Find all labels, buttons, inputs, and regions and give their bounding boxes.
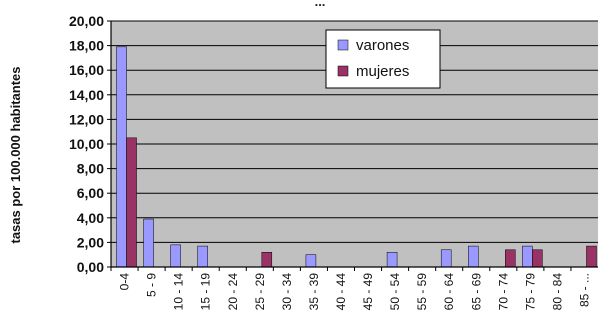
legend-swatch-mujeres [337, 65, 349, 77]
y-tick-label: 6,00 [77, 185, 104, 201]
x-tick-label: 55 - 59 [415, 273, 429, 311]
bar-mujeres-17 [586, 245, 597, 268]
bar-varones-0 [116, 46, 127, 268]
x-axis-ticks: 0-4 5 - 9 10 - 14 15 - 19 20 - 24 25 - 29 30 -… [110, 267, 591, 311]
legend-label-mujeres: mujeres [356, 63, 409, 80]
y-tick-label: 16,00 [69, 62, 104, 78]
x-tick-label: 80 - 84 [550, 273, 564, 311]
y-tick-label: 14,00 [69, 87, 104, 103]
bar-varones-2 [170, 244, 181, 268]
bar-mujeres-5 [261, 251, 273, 268]
x-tick-label: 20 - 24 [226, 273, 240, 311]
x-tick-label: 15 - 19 [199, 273, 213, 311]
x-tick-label: 35 - 39 [307, 273, 321, 311]
x-tick-label: 60 - 64 [442, 273, 456, 311]
y-tick-label: 4,00 [77, 210, 104, 226]
y-axis-label: tasas por 100.000 habitantes [8, 66, 23, 243]
y-tick-label: 8,00 [77, 161, 104, 177]
x-tick-label: 75 - 79 [523, 273, 537, 311]
legend: varones mujeres [325, 29, 441, 89]
x-tick-label: 50 - 54 [388, 273, 402, 311]
x-tick-label: 85 - ... [577, 273, 591, 307]
bar-varones-1 [143, 218, 154, 268]
chart-title: ... [315, 0, 326, 9]
bar-varones-3 [197, 245, 208, 268]
x-tick-label: 5 - 9 [145, 273, 159, 297]
y-axis-ticks: 0,00 2,00 4,00 6,00 8,00 10,00 12,00 14,00 16,00… [69, 13, 111, 275]
bar-varones-12 [440, 249, 452, 268]
y-tick-label: 12,00 [69, 111, 104, 127]
y-tick-label: 20,00 [69, 13, 104, 29]
bar-varones-13 [468, 245, 479, 268]
y-tick-label: 0,00 [77, 259, 104, 275]
x-tick-label: 45 - 49 [361, 273, 375, 311]
legend-label-varones: varones [356, 37, 409, 54]
y-tick-label: 18,00 [69, 38, 104, 54]
x-tick-label: 10 - 14 [172, 273, 186, 311]
bar-mujeres-0 [126, 137, 137, 268]
y-tick-label: 10,00 [69, 136, 104, 152]
bar-varones-15 [522, 245, 533, 268]
bar-mujeres-14 [505, 249, 516, 268]
x-tick-label: 30 - 34 [280, 273, 294, 311]
x-tick-label: 0-4 [118, 273, 132, 291]
x-tick-label: 40 - 44 [334, 273, 348, 311]
legend-swatch-varones [337, 39, 349, 51]
x-tick-label: 65 - 69 [469, 273, 483, 311]
x-tick-label: 70 - 74 [496, 273, 510, 311]
x-tick-label: 25 - 29 [253, 273, 267, 311]
bar-mujeres-15 [532, 249, 543, 268]
bar-varones-10 [386, 251, 398, 268]
legend-box [325, 29, 441, 89]
bar-varones-7 [305, 254, 317, 268]
y-tick-label: 2,00 [77, 234, 104, 250]
